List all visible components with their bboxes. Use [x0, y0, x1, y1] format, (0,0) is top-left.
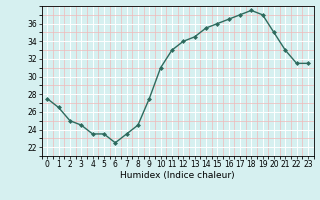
X-axis label: Humidex (Indice chaleur): Humidex (Indice chaleur) [120, 171, 235, 180]
